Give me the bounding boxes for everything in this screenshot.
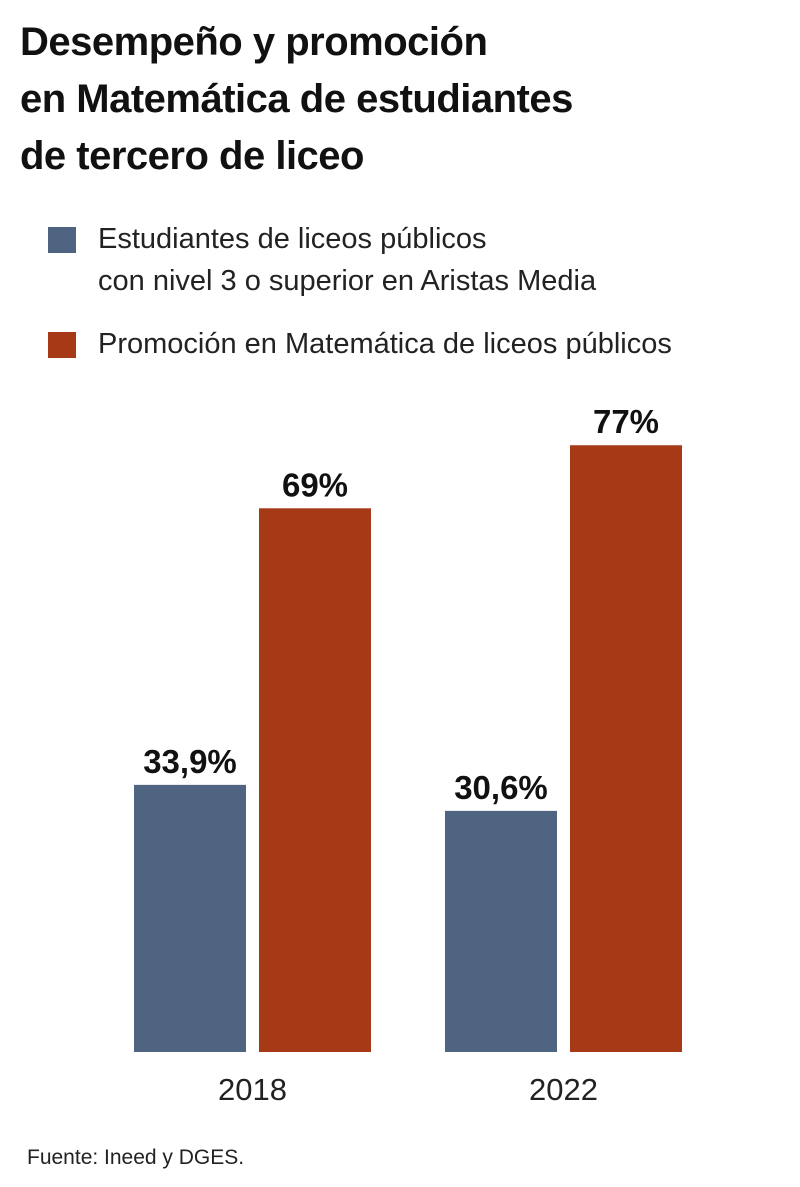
bar-2018-series-1 <box>134 784 246 1052</box>
bar-2022-series-2 <box>570 445 682 1052</box>
legend-label-performance-line-2: con nivel 3 o superior en Aristas Media <box>98 265 597 297</box>
bar-2018-series-2 <box>259 508 371 1052</box>
data-label-2018-series-2: 69% <box>282 466 348 503</box>
bar-2022-series-1 <box>445 810 557 1052</box>
x-tick-label-2018: 2018 <box>218 1072 287 1107</box>
legend-label-performance-line-1: Estudiantes de liceos públicos <box>98 223 487 255</box>
chart-legend: Estudiantes de liceos públicos con nivel… <box>48 218 788 365</box>
chart-title-line-2: en Matemática de estudiantes <box>20 77 573 121</box>
legend-swatch-performance <box>48 227 76 253</box>
data-label-2022-series-1: 30,6% <box>454 769 548 806</box>
bar-chart: 33,9% 69% 2018 30,6% 77% 2022 <box>134 403 682 1107</box>
chart-title-line-1: Desempeño y promoción <box>20 20 488 64</box>
x-tick-label-2022: 2022 <box>529 1072 598 1107</box>
legend-item-promotion: Promoción en Matemática de liceos públic… <box>48 323 788 365</box>
legend-item-performance: Estudiantes de liceos públicos con nivel… <box>48 218 788 302</box>
chart-title: Desempeño y promoción en Matemática de e… <box>20 14 780 185</box>
data-label-2018-series-1: 33,9% <box>143 743 237 780</box>
source-note: Fuente: Ineed y DGES. <box>27 1146 245 1169</box>
data-label-2022-series-2: 77% <box>593 403 659 440</box>
chart-title-line-3: de tercero de liceo <box>20 134 364 178</box>
legend-swatch-promotion <box>48 332 76 358</box>
legend-label-promotion: Promoción en Matemática de liceos públic… <box>98 328 672 360</box>
